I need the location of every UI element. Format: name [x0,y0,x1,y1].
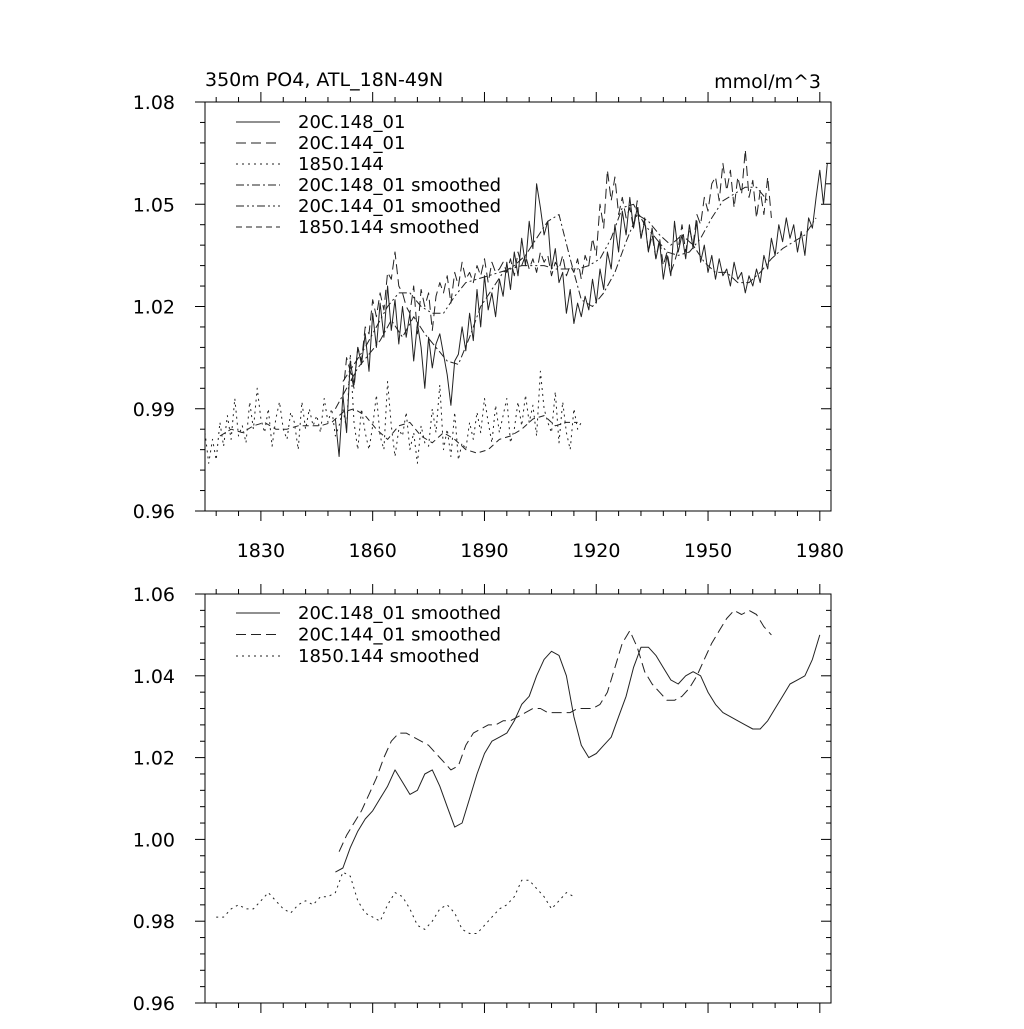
series-line-2 [342,149,772,396]
y-tick-label: 1.05 [133,194,175,216]
y-tick-label: 1.02 [133,297,175,319]
y-tick-label: 1.00 [133,829,175,851]
series-line-5 [342,186,769,382]
series-line-4 [334,214,817,410]
y-tick-label: 1.06 [133,584,175,606]
top-panel: 1830 1860 1890 1920 1950 1980 0.96 0.99 1.02 1.05… [133,69,844,562]
legend-label: 20C.148_01 [298,112,405,133]
series-line-3 [205,353,582,464]
x-tick-label: 1920 [572,540,620,562]
y-tick-label: 0.96 [133,993,175,1015]
x-tick-label: 1860 [348,540,396,562]
chart-title: 350m PO4, ATL_18N-49N [205,69,443,91]
series-group [216,609,821,934]
series-line-1 [334,163,828,457]
series-line-6 [219,408,578,454]
legend-label: 20C.148_01 smoothed [298,175,501,196]
series-line-3 [216,871,575,934]
plot-frame [204,593,832,1004]
legend-label: 20C.144_01 [298,133,405,154]
legend-label: 1850.144 [298,154,384,175]
y-tick-label: 0.99 [133,399,175,421]
legend-label: 20C.148_01 smoothed [298,603,501,624]
y-tick-label: 1.02 [133,748,175,770]
bottom-panel: 0.96 0.98 1.00 1.02 1.04 1.06 20C.148_01 smoot… [133,584,832,1015]
units-label: mmol/m^3 [714,71,821,93]
series-line-2 [338,609,772,852]
y-tick-label: 0.96 [133,501,175,523]
series-group [205,149,828,464]
y-tick-label: 1.04 [133,666,175,688]
x-tick-label: 1830 [237,540,285,562]
x-tick-label: 1890 [460,540,508,562]
series-line-1 [335,634,821,873]
y-tick-label: 1.08 [133,92,175,114]
legend-label: 1850.144 smoothed [298,217,480,238]
x-tick-label: 1980 [796,540,844,562]
legend-label: 20C.144_01 smoothed [298,625,501,646]
y-tick-label: 0.98 [133,911,175,933]
legend-label: 1850.144 smoothed [298,646,480,667]
x-tick-label: 1950 [684,540,732,562]
legend-label: 20C.144_01 smoothed [298,196,501,217]
